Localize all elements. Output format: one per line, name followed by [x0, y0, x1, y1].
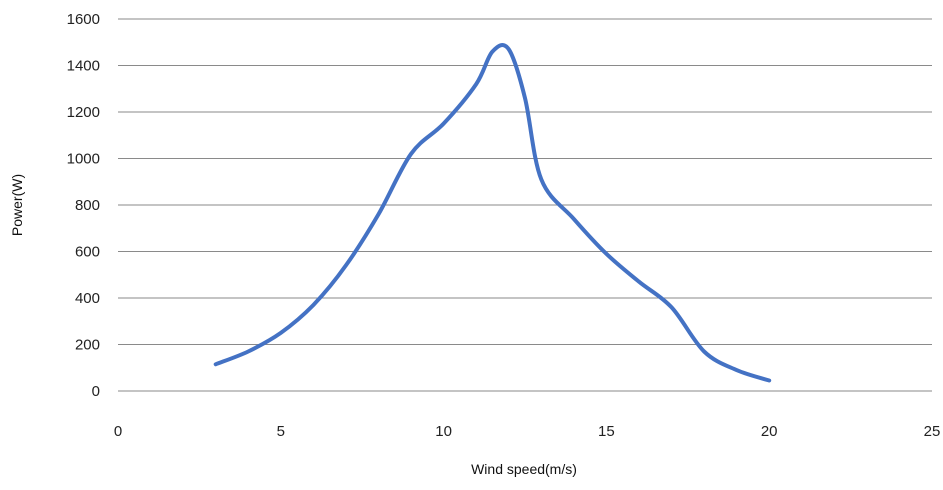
y-axis-ticks: 0 200 400 600 800 1000 1200 1400 1600: [67, 11, 100, 400]
x-tick-label: 25: [924, 423, 941, 440]
x-tick-label: 15: [598, 423, 615, 440]
y-tick-label: 400: [75, 290, 100, 307]
y-tick-label: 1400: [67, 58, 100, 75]
y-tick-label: 0: [92, 383, 100, 400]
y-tick-label: 1600: [67, 11, 100, 28]
gridlines: [118, 18, 932, 392]
series-layer: [213, 43, 772, 383]
y-tick-label: 600: [75, 244, 100, 261]
x-axis-ticks: 0 5 10 15 20 25: [114, 423, 941, 440]
x-axis-title: Wind speed(m/s): [471, 461, 577, 477]
x-tick-label: 5: [277, 423, 285, 440]
series-line-power: [213, 43, 772, 383]
x-tick-label: 10: [435, 423, 452, 440]
y-tick-label: 1000: [67, 151, 100, 168]
x-tick-label: 20: [761, 423, 778, 440]
y-tick-label: 200: [75, 337, 100, 354]
y-axis-title: Power(W): [9, 174, 25, 236]
x-tick-label: 0: [114, 423, 122, 440]
y-tick-label: 1200: [67, 104, 100, 121]
y-tick-label: 800: [75, 197, 100, 214]
